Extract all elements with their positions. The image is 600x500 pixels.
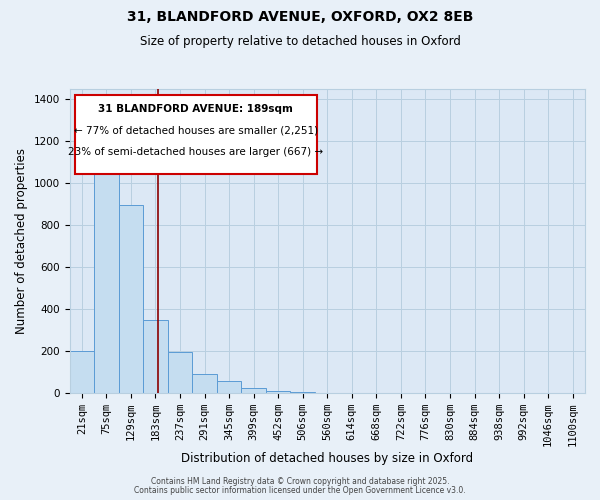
FancyBboxPatch shape	[74, 95, 317, 174]
Text: Size of property relative to detached houses in Oxford: Size of property relative to detached ho…	[140, 35, 460, 48]
Text: 31 BLANDFORD AVENUE: 189sqm: 31 BLANDFORD AVENUE: 189sqm	[98, 104, 293, 114]
Bar	[241, 388, 266, 393]
Text: Contains public sector information licensed under the Open Government Licence v3: Contains public sector information licen…	[134, 486, 466, 495]
Text: 23% of semi-detached houses are larger (667) →: 23% of semi-detached houses are larger (…	[68, 147, 323, 157]
Bar	[70, 351, 94, 393]
Bar	[94, 156, 119, 393]
Bar	[119, 206, 143, 393]
Bar	[143, 320, 168, 393]
Text: ← 77% of detached houses are smaller (2,251): ← 77% of detached houses are smaller (2,…	[74, 126, 318, 136]
Bar	[217, 382, 241, 393]
Bar	[192, 374, 217, 393]
X-axis label: Distribution of detached houses by size in Oxford: Distribution of detached houses by size …	[181, 452, 473, 465]
Bar	[290, 392, 315, 393]
Bar	[266, 391, 290, 393]
Bar	[168, 352, 192, 393]
Text: Contains HM Land Registry data © Crown copyright and database right 2025.: Contains HM Land Registry data © Crown c…	[151, 478, 449, 486]
Y-axis label: Number of detached properties: Number of detached properties	[15, 148, 28, 334]
Text: 31, BLANDFORD AVENUE, OXFORD, OX2 8EB: 31, BLANDFORD AVENUE, OXFORD, OX2 8EB	[127, 10, 473, 24]
